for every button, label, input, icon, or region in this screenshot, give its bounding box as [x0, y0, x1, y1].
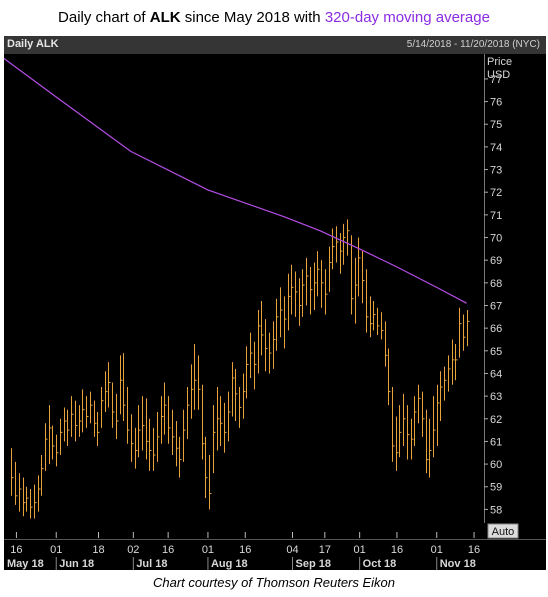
x-tick-label: 16: [239, 544, 251, 556]
y-tick-label: 63: [490, 391, 502, 403]
x-month-label: Jul 18: [136, 558, 167, 570]
x-axis-separator: [4, 539, 546, 540]
x-month-label: Sep 18: [295, 558, 330, 570]
title-prefix: Daily chart of: [58, 9, 150, 26]
moving-average-line: [4, 58, 467, 304]
x-tick-label: 16: [468, 544, 480, 556]
y-tick-label: 69: [490, 255, 502, 267]
y-tick-label: 66: [490, 323, 502, 335]
x-tick-label: 01: [354, 544, 366, 556]
x-tick-label: 18: [92, 544, 104, 556]
chart-title: Daily chart of ALK since May 2018 with 3…: [0, 0, 548, 36]
y-tick-label: 74: [490, 142, 502, 154]
y-tick-label: 59: [490, 482, 502, 494]
x-month-label: Jun 18: [59, 558, 94, 570]
x-month-label: Aug 18: [211, 558, 248, 570]
x-tick-label: 16: [162, 544, 174, 556]
x-tick-label: 02: [127, 544, 139, 556]
y-tick-label: 70: [490, 233, 502, 245]
x-tick-label: 01: [431, 544, 443, 556]
x-tick-label: 16: [391, 544, 403, 556]
y-tick-label: 65: [490, 346, 502, 358]
x-tick-label: 01: [50, 544, 62, 556]
y-tick-label: 68: [490, 278, 502, 290]
x-tick-label: 01: [202, 544, 214, 556]
auto-button-label: Auto: [492, 526, 515, 538]
x-tick-label: 16: [10, 544, 22, 556]
date-range: 5/14/2018 - 11/20/2018 (NYC): [406, 39, 540, 50]
auto-button[interactable]: [487, 523, 519, 539]
x-tick-label: 17: [319, 544, 331, 556]
x-tick-label: 04: [286, 544, 298, 556]
y-axis-title: Price: [487, 56, 512, 68]
y-tick-label: 72: [490, 187, 502, 199]
title-middle: since May 2018 with: [180, 9, 325, 26]
y-tick-label: 62: [490, 414, 502, 426]
y-tick-label: 58: [490, 504, 502, 516]
y-tick-label: 67: [490, 300, 502, 312]
y-tick-label: 73: [490, 165, 502, 177]
title-highlight: 320-day moving average: [324, 9, 490, 26]
y-tick-label: 76: [490, 97, 502, 109]
y-tick-label: 71: [490, 210, 502, 222]
chart-name: Daily ALK: [7, 38, 59, 50]
y-axis-unit: USD: [487, 69, 510, 81]
y-tick-label: 75: [490, 119, 502, 131]
y-axis-line: [484, 54, 485, 523]
title-ticker: ALK: [149, 9, 181, 26]
y-tick-label: 64: [490, 368, 502, 380]
chart-caption: Chart courtesy of Thomson Reuters Eikon: [152, 575, 396, 590]
chart-header: Daily ALK 5/14/2018 - 11/20/2018 (NYC): [4, 36, 546, 54]
x-month-label: Oct 18: [363, 558, 397, 570]
x-month-label: Nov 18: [440, 558, 476, 570]
y-tick-label: 77: [490, 74, 502, 86]
x-month-label: May 18: [7, 558, 44, 570]
y-tick-label: 60: [490, 459, 502, 471]
y-tick-label: 61: [490, 436, 502, 448]
chart-panel: Daily ALK 5/14/2018 - 11/20/2018 (NYC) P…: [4, 36, 546, 570]
